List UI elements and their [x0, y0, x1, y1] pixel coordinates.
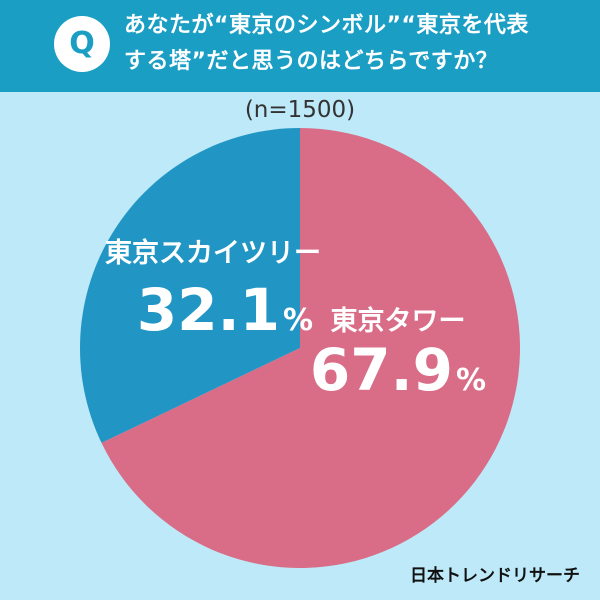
skytree-percent-value: 32.1: [137, 276, 280, 344]
skytree-percent-unit: %: [283, 303, 313, 338]
question-text: あなたが“東京のシンボル”“東京を代表 する塔”だと思うのはどちらですか？: [124, 8, 574, 80]
pie-slice-skytree: [79, 128, 300, 443]
source-credit: 日本トレンドリサーチ: [410, 566, 580, 586]
question-line-2: する塔”だと思うのはどちらですか？: [124, 49, 499, 74]
tower-percent-unit: %: [456, 363, 486, 398]
sample-size: (n=1500): [244, 97, 356, 123]
tower-label: 東京タワー: [331, 305, 466, 337]
question-line-1: あなたが“東京のシンボル”“東京を代表: [124, 13, 529, 38]
question-header: Q あなたが“東京のシンボル”“東京を代表 する塔”だと思うのはどちらですか？: [0, 0, 600, 92]
tower-percent-value: 67.9: [310, 336, 453, 404]
pie-slice-tower: [101, 128, 520, 568]
skytree-percent: 32.1%: [137, 276, 313, 344]
skytree-label: 東京スカイツリー: [105, 237, 321, 269]
tower-percent: 67.9%: [310, 336, 486, 404]
q-badge-icon: Q: [54, 16, 110, 72]
